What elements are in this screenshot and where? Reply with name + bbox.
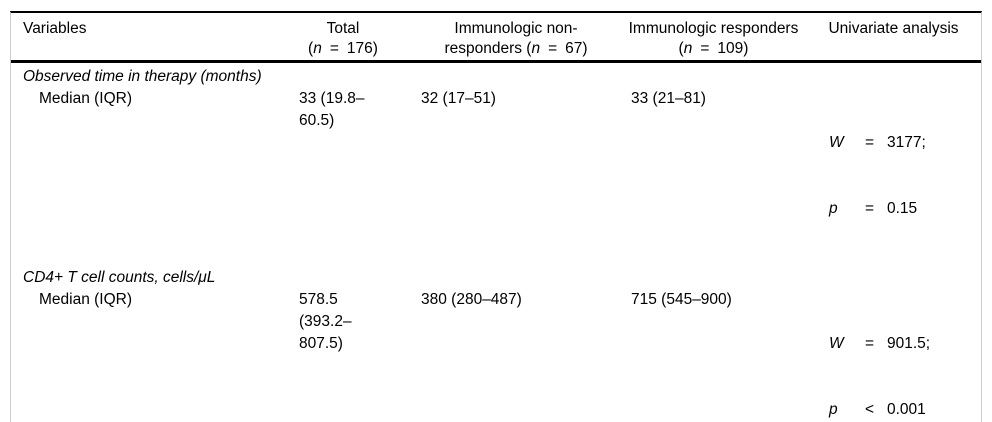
- stat-operator: =: [865, 335, 875, 352]
- stat-w-line: W = 901.5;: [829, 333, 981, 355]
- row-label: Median (IQR): [39, 291, 133, 308]
- section-title-therapy-time: Observed time in therapy (months): [23, 68, 262, 85]
- header-nonresponders-count: responders (n = 67): [411, 39, 621, 59]
- stat-symbol: p: [829, 200, 838, 217]
- stat-symbol: W: [829, 335, 844, 352]
- cell-total: 33 (19.8– 60.5): [299, 90, 365, 129]
- header-univariate: Univariate analysis: [806, 19, 981, 59]
- table-row: Median (IQR) 33 (19.8– 60.5) 32 (17–51) …: [11, 88, 981, 264]
- table-row: Median (IQR) 578.5 (393.2– 807.5) 380 (2…: [11, 289, 981, 422]
- header-nonresponders: Immunologic non- responders (n = 67): [411, 19, 621, 59]
- paren-open: responders (: [444, 40, 532, 57]
- paren-open: (: [308, 40, 314, 57]
- stat-operator: =: [865, 200, 875, 217]
- header-total-title: Total: [326, 20, 360, 37]
- stat-value: 3177;: [887, 134, 926, 151]
- count-value: 67): [565, 40, 588, 57]
- header-responders-title: Immunologic responders: [628, 20, 799, 37]
- stat-operator: <: [865, 401, 875, 418]
- header-responders: Immunologic responders (n = 109): [621, 19, 806, 59]
- count-value: 109): [717, 40, 749, 57]
- cell-total: 578.5 (393.2– 807.5): [299, 291, 352, 352]
- stat-p-line: p <0.001: [829, 399, 981, 421]
- stat-w-line: W = 3177;: [829, 132, 981, 154]
- header-nonresponders-title: Immunologic non-: [454, 20, 578, 37]
- count-value: 176): [346, 40, 378, 57]
- cell-responders: 33 (21–81): [631, 90, 706, 107]
- stat-symbol: W: [829, 134, 844, 151]
- equals-sign: =: [548, 40, 558, 57]
- stat-value: 0.001: [887, 401, 926, 418]
- equals-sign: =: [329, 40, 339, 57]
- section-title-cd4-counts: CD4+ T cell counts, cells/μL: [23, 269, 216, 286]
- paren-open: (: [678, 40, 684, 57]
- cell-nonresponders: 32 (17–51): [421, 90, 496, 107]
- cell-univariate: W = 3177; p = 0.15: [806, 88, 981, 264]
- stat-p-line: p = 0.15: [829, 198, 981, 220]
- stat-symbol: p: [829, 401, 838, 418]
- table-body: Observed time in therapy (months) Median…: [11, 63, 981, 422]
- stat-value: 0.15: [887, 200, 918, 217]
- header-responders-count: (n = 109): [621, 39, 806, 59]
- paper-table: Variables Total (n = 176) Immunologic non-…: [10, 11, 982, 422]
- header-univariate-title: Univariate analysis: [828, 20, 959, 37]
- header-variables: Variables: [23, 20, 87, 37]
- stat-value: 901.5;: [887, 335, 931, 352]
- n-symbol: n: [683, 40, 693, 57]
- stat-operator: =: [865, 134, 875, 151]
- cell-univariate: W = 901.5; p <0.001: [806, 289, 981, 422]
- row-label: Median (IQR): [39, 90, 133, 107]
- equals-sign: =: [700, 40, 710, 57]
- cell-responders: 715 (545–900): [631, 291, 732, 308]
- table-header-row: Variables Total (n = 176) Immunologic non-…: [11, 13, 981, 63]
- n-symbol: n: [313, 40, 322, 57]
- n-symbol: n: [531, 40, 541, 57]
- cell-nonresponders: 380 (280–487): [421, 291, 522, 308]
- header-total: Total (n = 176): [275, 19, 411, 59]
- header-total-count: (n = 176): [275, 39, 411, 59]
